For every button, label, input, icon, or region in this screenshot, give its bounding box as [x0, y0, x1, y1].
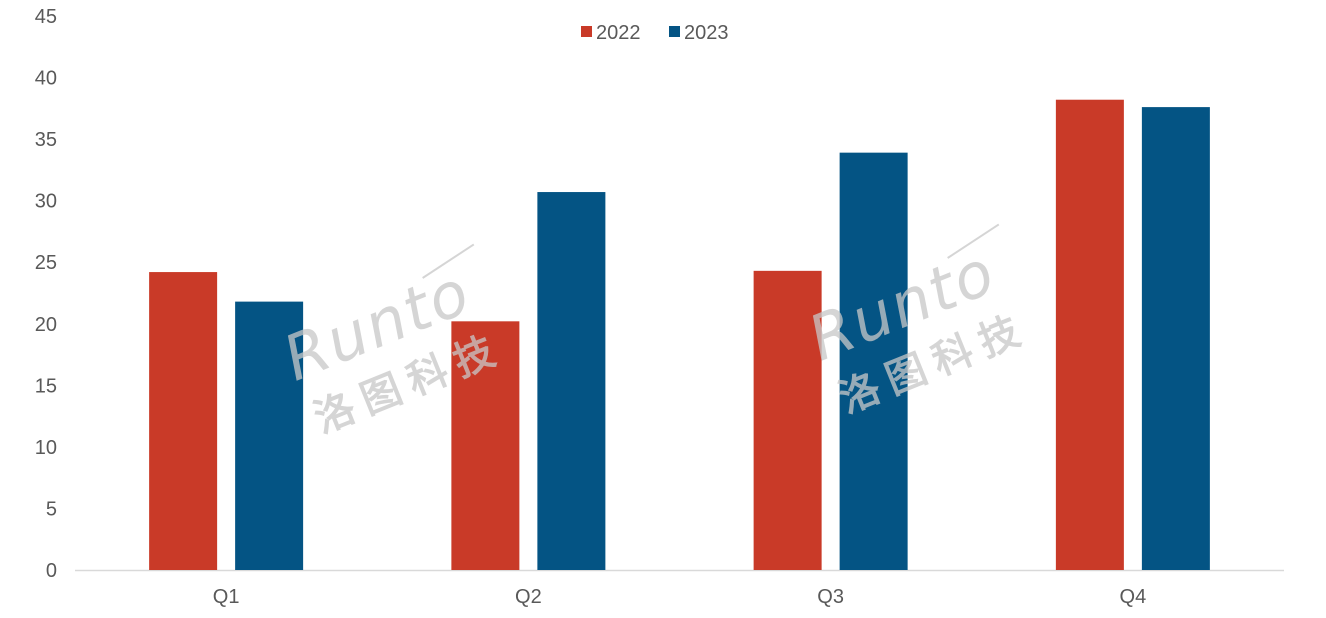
y-tick-label: 25 [35, 252, 57, 274]
y-tick-label: 35 [35, 129, 57, 151]
y-tick-label: 5 [46, 498, 57, 520]
bars-layer [149, 99, 1210, 571]
bar-2022-Q1 [149, 272, 218, 570]
y-tick-label: 20 [35, 314, 57, 336]
bar-2022-Q2 [451, 321, 520, 570]
y-tick-label: 15 [35, 375, 57, 397]
axis-layer: 0 5 10 15 20 25 30 35 40 45 Q1 Q2 Q3 Q4 [35, 6, 1284, 608]
y-tick-label: 45 [35, 6, 57, 28]
y-tick-label: 0 [46, 560, 57, 582]
bar-2022-Q3 [753, 270, 822, 570]
watermark-swoosh [947, 223, 1000, 259]
x-category-label: Q2 [515, 586, 542, 608]
y-tick-label: 30 [35, 191, 57, 213]
x-category-label: Q1 [213, 586, 240, 608]
y-tick-label: 40 [35, 68, 57, 90]
legend-label-2022: 2022 [596, 22, 641, 44]
y-tick-label: 10 [35, 437, 57, 459]
watermark-swoosh [422, 243, 475, 279]
bar-2023-Q3 [839, 152, 908, 571]
legend-swatch-2023 [669, 26, 680, 37]
x-category-label: Q4 [1120, 586, 1147, 608]
legend-swatch-2022 [581, 26, 592, 37]
bar-2022-Q4 [1055, 99, 1124, 571]
legend: 2022 2023 [581, 22, 729, 44]
legend-label-2023: 2023 [684, 22, 729, 44]
bar-2023-Q4 [1141, 107, 1210, 570]
bar-2023-Q1 [235, 301, 304, 570]
x-category-label: Q3 [817, 586, 844, 608]
bar-2023-Q2 [537, 192, 606, 570]
